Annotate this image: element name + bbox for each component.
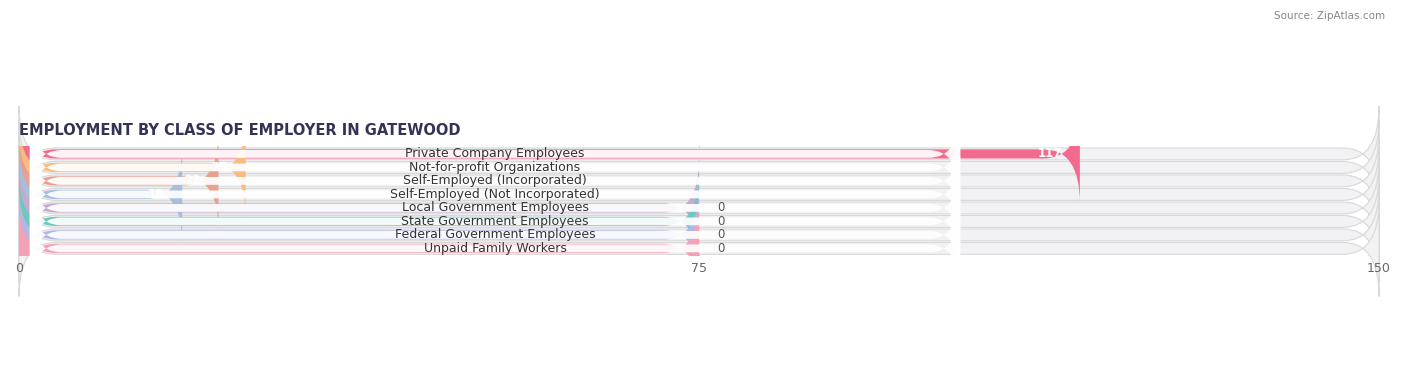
Text: 0: 0 — [717, 228, 724, 241]
FancyBboxPatch shape — [20, 173, 1379, 270]
FancyBboxPatch shape — [20, 159, 699, 257]
FancyBboxPatch shape — [20, 160, 1379, 256]
Text: Self-Employed (Incorporated): Self-Employed (Incorporated) — [404, 174, 586, 187]
FancyBboxPatch shape — [20, 119, 1379, 215]
Text: 22: 22 — [184, 174, 200, 187]
Text: Self-Employed (Not Incorporated): Self-Employed (Not Incorporated) — [391, 188, 600, 201]
Text: 25: 25 — [211, 161, 228, 174]
FancyBboxPatch shape — [20, 118, 246, 217]
FancyBboxPatch shape — [30, 111, 960, 197]
FancyBboxPatch shape — [20, 133, 1379, 229]
Text: Unpaid Family Workers: Unpaid Family Workers — [423, 242, 567, 255]
FancyBboxPatch shape — [20, 172, 699, 271]
FancyBboxPatch shape — [30, 138, 960, 224]
FancyBboxPatch shape — [30, 191, 960, 278]
FancyBboxPatch shape — [30, 178, 960, 265]
Text: Private Company Employees: Private Company Employees — [405, 147, 585, 161]
Text: Source: ZipAtlas.com: Source: ZipAtlas.com — [1274, 11, 1385, 21]
Text: EMPLOYMENT BY CLASS OF EMPLOYER IN GATEWOOD: EMPLOYMENT BY CLASS OF EMPLOYER IN GATEW… — [20, 123, 461, 138]
Text: Local Government Employees: Local Government Employees — [402, 202, 589, 214]
FancyBboxPatch shape — [30, 205, 960, 292]
FancyBboxPatch shape — [30, 151, 960, 238]
FancyBboxPatch shape — [20, 146, 1379, 243]
FancyBboxPatch shape — [30, 124, 960, 211]
Text: 18: 18 — [148, 188, 165, 201]
Text: 0: 0 — [717, 202, 724, 214]
FancyBboxPatch shape — [20, 187, 1379, 283]
Text: State Government Employees: State Government Employees — [401, 215, 589, 228]
FancyBboxPatch shape — [30, 165, 960, 251]
FancyBboxPatch shape — [20, 200, 1379, 296]
FancyBboxPatch shape — [20, 132, 218, 230]
Text: 0: 0 — [717, 242, 724, 255]
Text: Not-for-profit Organizations: Not-for-profit Organizations — [409, 161, 581, 174]
Text: Federal Government Employees: Federal Government Employees — [395, 228, 595, 241]
FancyBboxPatch shape — [20, 106, 1379, 202]
FancyBboxPatch shape — [20, 105, 1080, 203]
Text: 117: 117 — [1038, 147, 1062, 161]
FancyBboxPatch shape — [20, 199, 699, 298]
FancyBboxPatch shape — [20, 145, 183, 244]
FancyBboxPatch shape — [20, 185, 699, 284]
Text: 0: 0 — [717, 215, 724, 228]
